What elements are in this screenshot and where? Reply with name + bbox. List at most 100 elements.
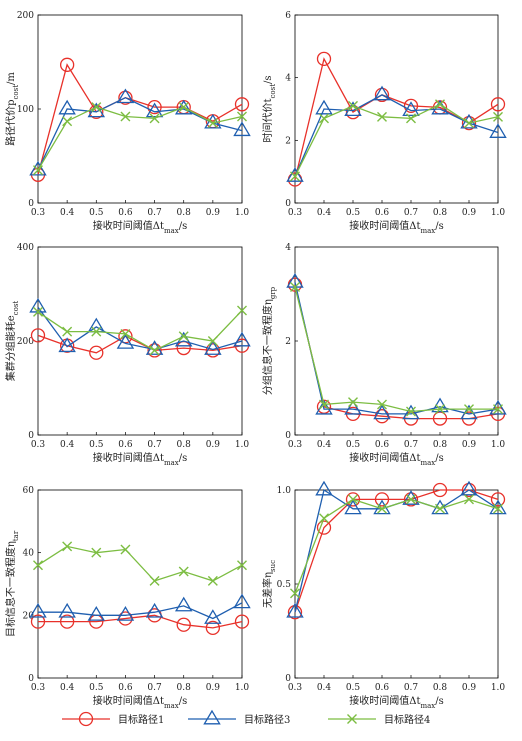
data-point-s3 — [204, 609, 222, 624]
data-point-s4 — [348, 494, 358, 505]
subplot-2: 0.3 0.4 0.5 0.6 0.7 0.8 0.9 1.0 0 2 4 6 接收时间阈值Δtmax/… — [261, 11, 507, 235]
data-point-s4 — [319, 399, 329, 410]
legend-label: 目标路径3 — [244, 713, 290, 726]
x-tick-label: 0.5 — [89, 683, 104, 693]
x-tick-label: 0.7 — [404, 683, 419, 693]
data-point-s3 — [402, 490, 420, 505]
data-point-s1 — [59, 57, 75, 72]
data-point-s4 — [348, 100, 358, 111]
y-tick-label: 0 — [285, 199, 291, 209]
data-point-s3 — [402, 404, 420, 420]
legend-label: 目标路径4 — [384, 713, 430, 726]
data-point-s4 — [435, 503, 445, 514]
data-point-s4 — [290, 281, 300, 292]
data-point-s4 — [493, 404, 503, 415]
x-axis-label: 接收时间阈值Δtmax/s — [93, 694, 188, 710]
series-line-s1 — [294, 489, 499, 613]
y-tick-label: 0 — [28, 199, 34, 209]
data-point-s4 — [493, 111, 503, 122]
subplot-3: 0.3 0.4 0.5 0.6 0.7 0.8 0.9 1.0 0 200 400 接收时间阈值Δtm… — [4, 243, 251, 467]
x-tick-label: 0.4 — [60, 440, 75, 450]
series-line-s4 — [37, 106, 243, 171]
y-tick-label: 40 — [23, 549, 35, 559]
x-tick-label: 0.8 — [433, 208, 448, 218]
x-tick-label: 0.6 — [118, 683, 133, 693]
x-tick-label: 0.9 — [206, 683, 221, 693]
data-point-s3 — [58, 99, 76, 115]
data-point-s1 — [287, 605, 303, 620]
y-tick-label: 6 — [285, 11, 291, 21]
x-axis-label: 接收时间阈值Δtmax/s — [93, 451, 188, 467]
x-axis-label: 接收时间阈值Δtmax/s — [349, 219, 444, 235]
y-tick-label: 20 — [23, 611, 35, 621]
data-point-s3 — [489, 123, 507, 138]
data-point-s1 — [374, 87, 390, 103]
data-point-s4 — [237, 111, 247, 122]
data-point-s4 — [33, 165, 43, 176]
x-tick-label: 0.8 — [177, 440, 192, 450]
data-point-s3 — [116, 606, 135, 621]
data-point-s4 — [207, 118, 218, 129]
x-tick-label: 0.9 — [462, 683, 477, 693]
data-point-s1 — [234, 97, 250, 112]
data-point-s3 — [402, 101, 420, 117]
data-point-s1 — [403, 98, 419, 114]
data-point-s4 — [91, 326, 102, 337]
x-tick-label: 0.6 — [375, 440, 390, 450]
data-point-s4 — [62, 541, 73, 552]
data-point-s3 — [233, 121, 251, 137]
x-tick-label: 0.9 — [462, 208, 477, 218]
data-point-s4 — [290, 171, 300, 182]
x-tick-label: 0.5 — [346, 208, 361, 218]
y-tick-label: 400 — [17, 243, 34, 253]
x-tick-label: 0.8 — [433, 683, 448, 693]
y-tick-label: 200 — [17, 337, 34, 347]
data-point-s3 — [145, 602, 164, 618]
data-point-s4 — [207, 575, 218, 586]
data-point-s4 — [120, 544, 131, 555]
series-line-s3 — [37, 96, 243, 171]
data-point-s1 — [374, 492, 390, 507]
series-line-s4 — [294, 498, 499, 594]
y-tick-label: 2 — [285, 136, 291, 146]
data-point-s4 — [149, 113, 160, 124]
data-point-s3 — [489, 399, 507, 415]
x-tick-label: 0.3 — [288, 440, 303, 450]
data-point-s4 — [207, 336, 218, 346]
data-point-s4 — [149, 575, 160, 586]
x-tick-label: 0.9 — [462, 440, 477, 450]
subplot-5: 0.3 0.4 0.5 0.6 0.7 0.8 0.9 1.0 0 20 40 60 接收时间阈值Δtm… — [4, 486, 251, 710]
x-tick-label: 1.0 — [235, 683, 250, 693]
series-line-s1 — [38, 614, 243, 629]
x-tick-label: 0.4 — [317, 208, 332, 218]
x-axis-label: 接收时间阈值Δtmax/s — [93, 219, 188, 235]
legend: 目标路径1 目标路径3 目标路径4 — [62, 709, 430, 727]
y-tick-label: 0 — [285, 431, 291, 441]
data-point-s1 — [490, 492, 506, 507]
y-axis-label: 分组信息不一致程度ηgrp — [261, 286, 277, 395]
y-tick-label: 0.5 — [277, 580, 292, 590]
legend-marker-s1 — [78, 711, 94, 727]
y-tick-label: 0 — [285, 674, 291, 684]
y-tick-label: 60 — [23, 486, 35, 496]
x-tick-label: 0.4 — [60, 208, 75, 218]
data-point-s1 — [316, 520, 332, 535]
x-tick-label: 0.4 — [60, 683, 75, 693]
data-point-s4 — [237, 560, 247, 571]
data-point-s4 — [406, 494, 416, 505]
data-point-s1 — [345, 492, 361, 507]
data-point-s1 — [147, 99, 162, 115]
data-point-s1 — [205, 343, 221, 358]
data-point-s4 — [406, 113, 416, 124]
data-point-s1 — [461, 482, 477, 498]
x-tick-label: 0.7 — [147, 440, 162, 450]
subplot-6: 0.3 0.4 0.5 0.6 0.7 0.8 0.9 1.0 0 0.5 1.0 接收时间阈值Δtm… — [261, 480, 507, 710]
x-tick-label: 1.0 — [235, 440, 250, 450]
y-tick-label: 0 — [28, 674, 34, 684]
data-point-s4 — [120, 111, 131, 122]
x-tick-label: 0.7 — [404, 440, 419, 450]
data-point-s4 — [290, 588, 300, 599]
data-point-s4 — [464, 494, 474, 505]
data-point-s3 — [116, 334, 135, 349]
